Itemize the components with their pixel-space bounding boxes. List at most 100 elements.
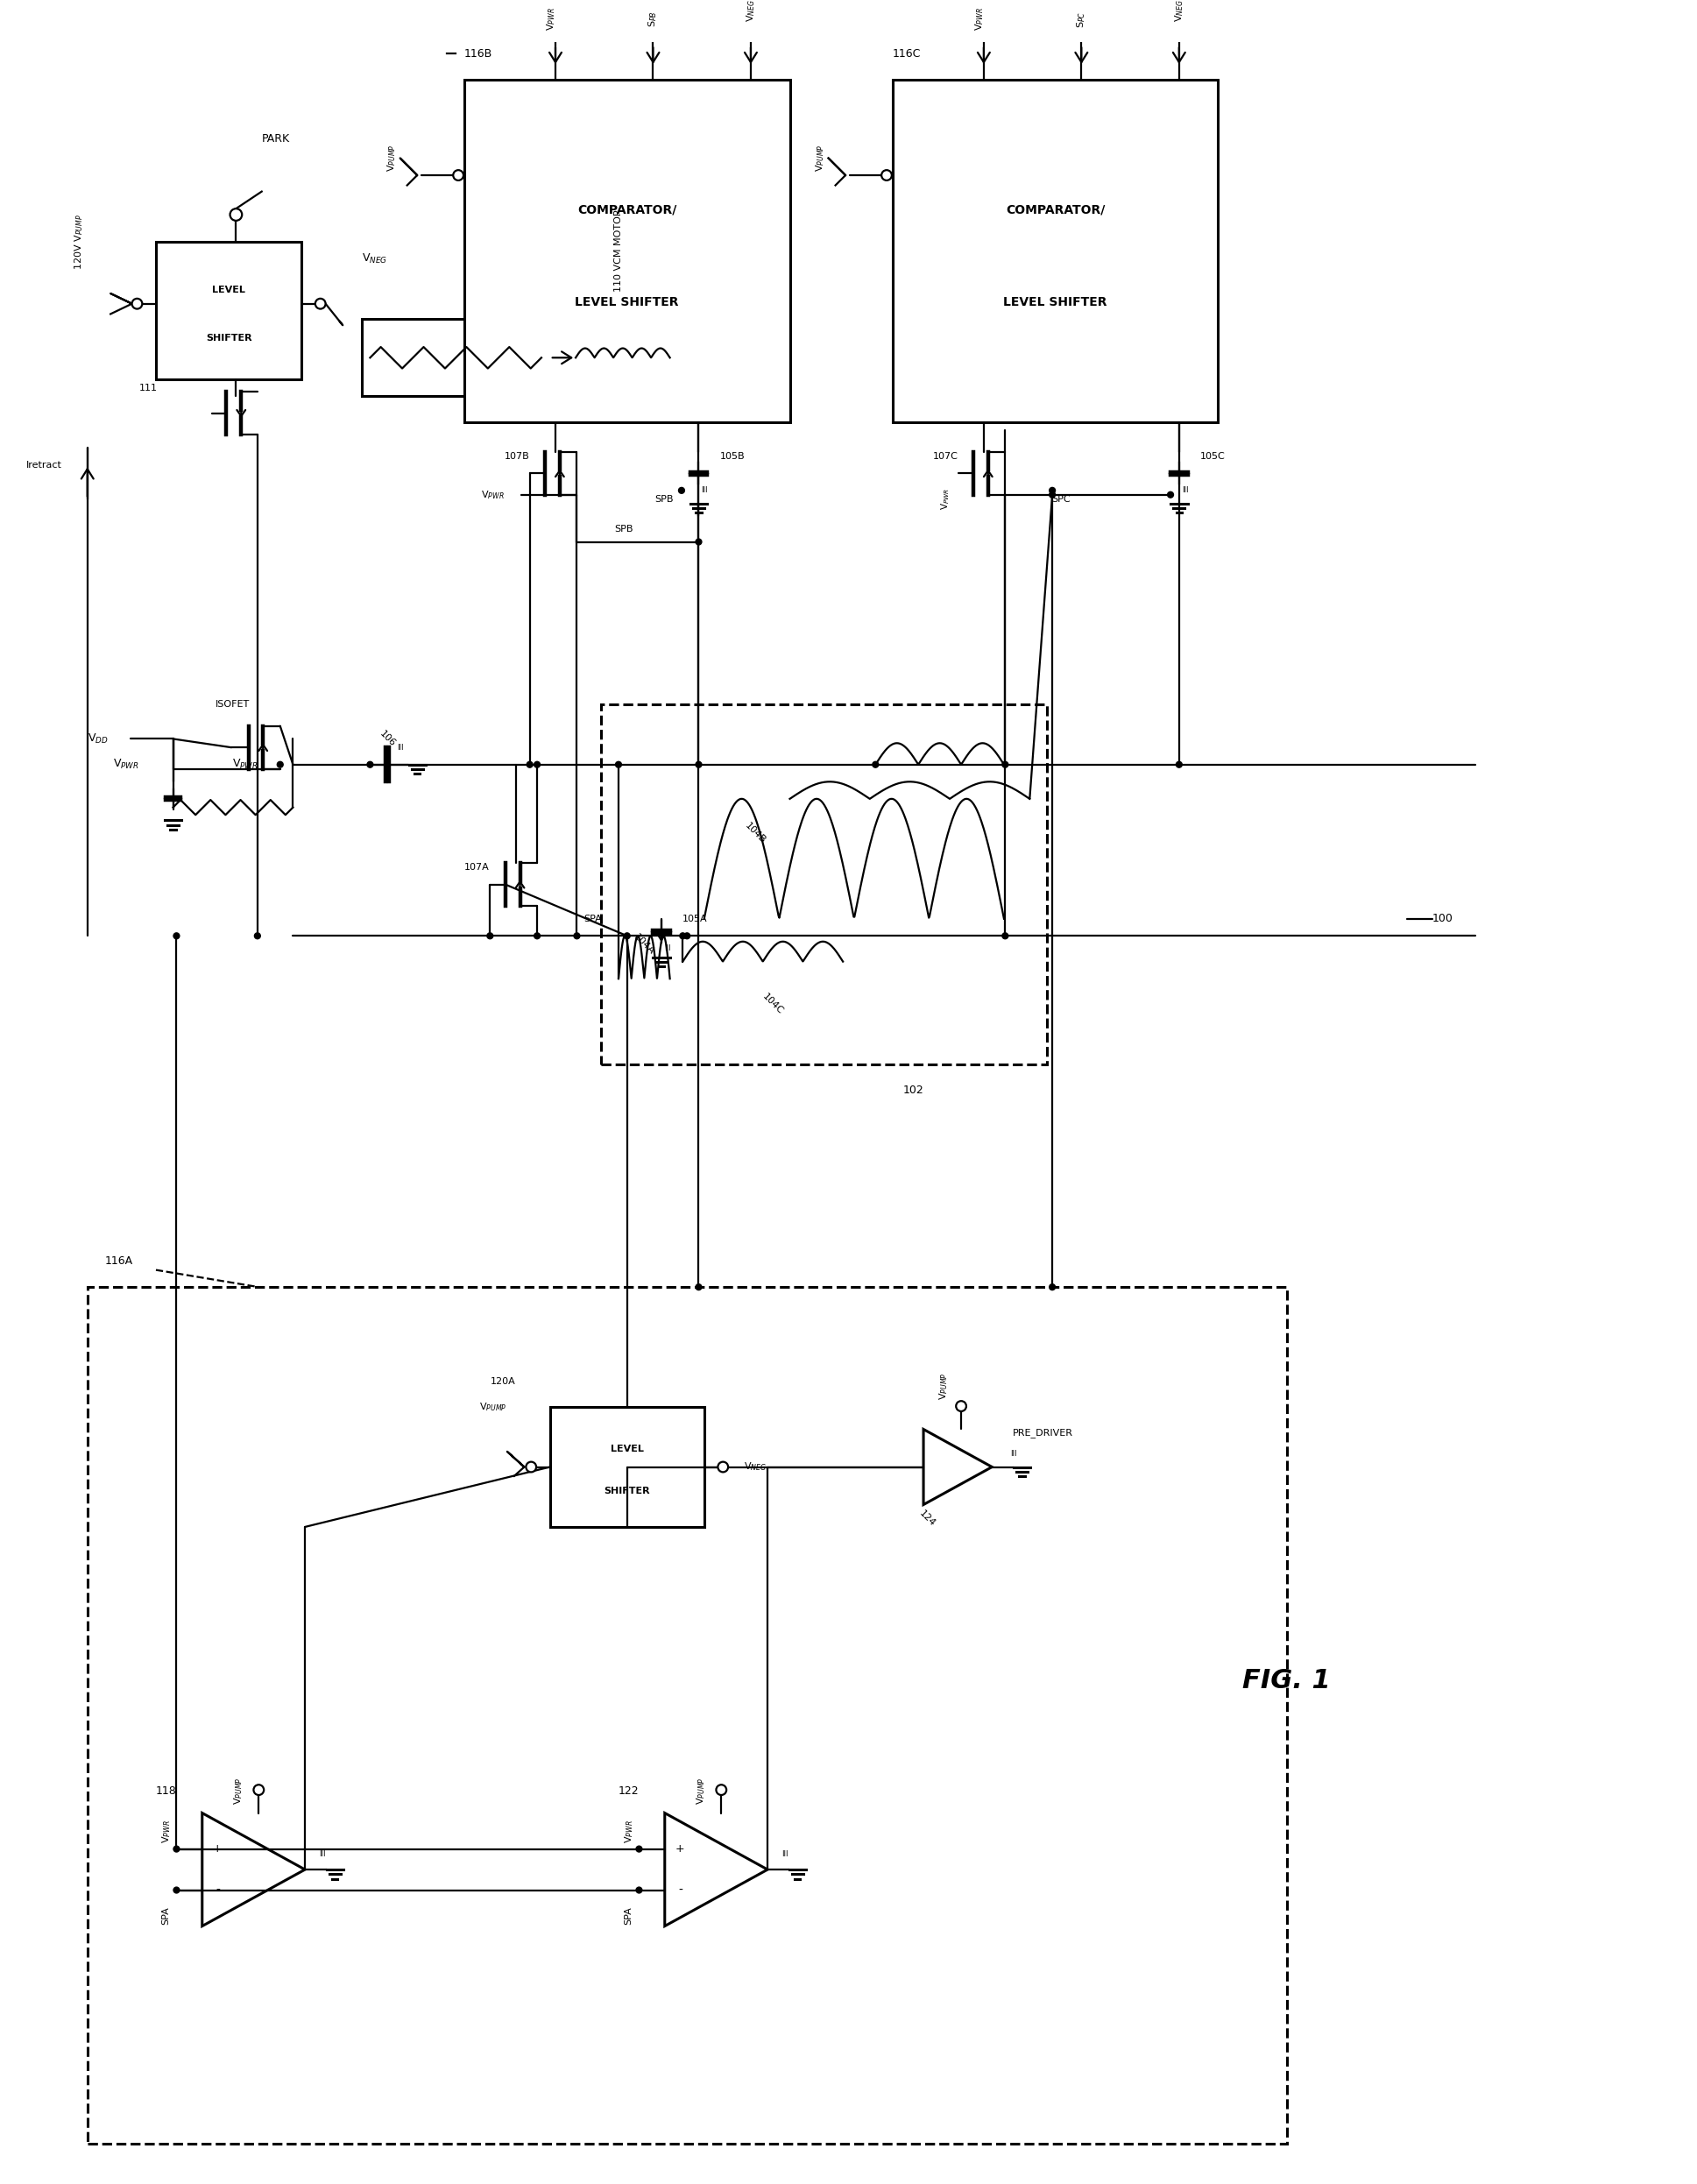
Text: SPB: SPB bbox=[614, 524, 633, 533]
Text: V$_{NEG}$: V$_{NEG}$ bbox=[361, 253, 387, 266]
Text: +: + bbox=[212, 1843, 222, 1854]
Text: 100: 100 bbox=[1432, 913, 1453, 924]
Text: V$_{PWR}$: V$_{PWR}$ bbox=[232, 758, 258, 771]
Bar bbox=[465, 79, 789, 422]
Text: V$_{PUMP}$: V$_{PUMP}$ bbox=[232, 1778, 244, 1804]
Text: Iretract: Iretract bbox=[25, 461, 61, 470]
Circle shape bbox=[1049, 491, 1056, 498]
Circle shape bbox=[277, 762, 283, 767]
Circle shape bbox=[526, 762, 533, 767]
Text: V$_{PWR}$: V$_{PWR}$ bbox=[974, 7, 986, 31]
Text: V$_{PUMP}$: V$_{PUMP}$ bbox=[480, 1400, 507, 1413]
Bar bbox=[361, 319, 550, 395]
Text: V$_{PWR}$: V$_{PWR}$ bbox=[623, 1819, 635, 1843]
Circle shape bbox=[253, 1784, 263, 1795]
Circle shape bbox=[453, 170, 463, 181]
Text: V$_{PWR}$: V$_{PWR}$ bbox=[480, 489, 504, 500]
Text: 120A: 120A bbox=[490, 1376, 516, 1385]
Text: S$_{PC}$: S$_{PC}$ bbox=[1076, 11, 1088, 28]
Text: 106: 106 bbox=[378, 729, 397, 749]
Circle shape bbox=[1049, 487, 1056, 494]
Text: LEVEL SHIFTER: LEVEL SHIFTER bbox=[575, 295, 679, 308]
Text: V$_{PWR}$: V$_{PWR}$ bbox=[545, 7, 557, 31]
Bar bbox=[87, 1286, 1286, 2145]
Circle shape bbox=[716, 1784, 726, 1795]
Text: 104B: 104B bbox=[743, 821, 767, 845]
Text: 116B: 116B bbox=[465, 48, 492, 59]
Circle shape bbox=[173, 1845, 180, 1852]
Text: SHIFTER: SHIFTER bbox=[205, 334, 251, 343]
Text: SPB: SPB bbox=[655, 494, 674, 502]
Circle shape bbox=[679, 487, 684, 494]
Text: V$_{PWR}$: V$_{PWR}$ bbox=[160, 1819, 173, 1843]
Circle shape bbox=[526, 1461, 536, 1472]
Text: SPA: SPA bbox=[161, 1907, 171, 1924]
Circle shape bbox=[636, 1887, 641, 1894]
Circle shape bbox=[624, 933, 630, 939]
Circle shape bbox=[574, 933, 580, 939]
Circle shape bbox=[132, 299, 143, 308]
Text: 124: 124 bbox=[916, 1509, 937, 1529]
Text: III: III bbox=[781, 1850, 787, 1859]
Circle shape bbox=[535, 762, 540, 767]
Bar bbox=[601, 705, 1047, 1064]
Text: 104A: 104A bbox=[633, 933, 657, 957]
Text: III: III bbox=[1181, 487, 1188, 494]
Text: 105A: 105A bbox=[682, 915, 708, 924]
Circle shape bbox=[881, 170, 891, 181]
Text: V$_{PWR}$: V$_{PWR}$ bbox=[938, 487, 952, 511]
Text: LEVEL: LEVEL bbox=[611, 1444, 643, 1452]
Bar bbox=[893, 79, 1218, 422]
Text: 116C: 116C bbox=[893, 48, 921, 59]
Circle shape bbox=[680, 933, 686, 939]
Text: SPA: SPA bbox=[624, 1907, 633, 1924]
Text: -: - bbox=[679, 1885, 682, 1896]
Text: III: III bbox=[1010, 1450, 1017, 1459]
Text: 102: 102 bbox=[903, 1085, 923, 1096]
Text: III: III bbox=[397, 743, 404, 751]
Text: 111: 111 bbox=[139, 382, 158, 393]
Circle shape bbox=[684, 933, 691, 939]
Text: V$_{NEG}$: V$_{NEG}$ bbox=[1173, 0, 1185, 22]
Circle shape bbox=[173, 1887, 180, 1894]
Text: -: - bbox=[216, 1885, 219, 1896]
Circle shape bbox=[1168, 491, 1174, 498]
Circle shape bbox=[316, 299, 326, 308]
Circle shape bbox=[696, 762, 701, 767]
Text: 116A: 116A bbox=[105, 1256, 132, 1267]
Text: 104C: 104C bbox=[760, 992, 784, 1016]
Text: 107A: 107A bbox=[465, 863, 490, 871]
Text: V$_{PUMP}$: V$_{PUMP}$ bbox=[385, 144, 397, 173]
Circle shape bbox=[1049, 1284, 1056, 1291]
Text: PRE_DRIVER: PRE_DRIVER bbox=[1013, 1428, 1073, 1437]
Text: 107B: 107B bbox=[504, 452, 529, 461]
Circle shape bbox=[487, 933, 494, 939]
Text: V$_{PUMP}$: V$_{PUMP}$ bbox=[694, 1778, 706, 1804]
Bar bbox=[550, 1406, 704, 1527]
Circle shape bbox=[696, 539, 701, 544]
Circle shape bbox=[636, 1845, 641, 1852]
Text: +: + bbox=[675, 1843, 686, 1854]
Circle shape bbox=[718, 1461, 728, 1472]
Text: 120V V$_{PUMP}$: 120V V$_{PUMP}$ bbox=[73, 214, 85, 271]
Text: 107C: 107C bbox=[933, 452, 957, 461]
Text: 105B: 105B bbox=[720, 452, 745, 461]
Text: V$_{NEG}$: V$_{NEG}$ bbox=[743, 1461, 767, 1472]
Circle shape bbox=[1176, 762, 1183, 767]
Bar bbox=[156, 242, 302, 380]
Circle shape bbox=[535, 933, 540, 939]
Circle shape bbox=[955, 1400, 966, 1411]
Text: V$_{DD}$: V$_{DD}$ bbox=[87, 732, 109, 745]
Text: COMPARATOR/: COMPARATOR/ bbox=[577, 203, 677, 216]
Circle shape bbox=[367, 762, 373, 767]
Circle shape bbox=[255, 933, 260, 939]
Text: V$_{PUMP}$: V$_{PUMP}$ bbox=[938, 1374, 950, 1400]
Text: LEVEL: LEVEL bbox=[212, 286, 246, 295]
Text: V$_{PWR}$: V$_{PWR}$ bbox=[112, 758, 139, 771]
Text: ISOFET: ISOFET bbox=[216, 701, 249, 710]
Circle shape bbox=[696, 1284, 701, 1291]
Circle shape bbox=[1003, 762, 1008, 767]
Circle shape bbox=[173, 933, 180, 939]
Text: S$_{PB}$: S$_{PB}$ bbox=[647, 11, 658, 28]
Circle shape bbox=[1003, 933, 1008, 939]
